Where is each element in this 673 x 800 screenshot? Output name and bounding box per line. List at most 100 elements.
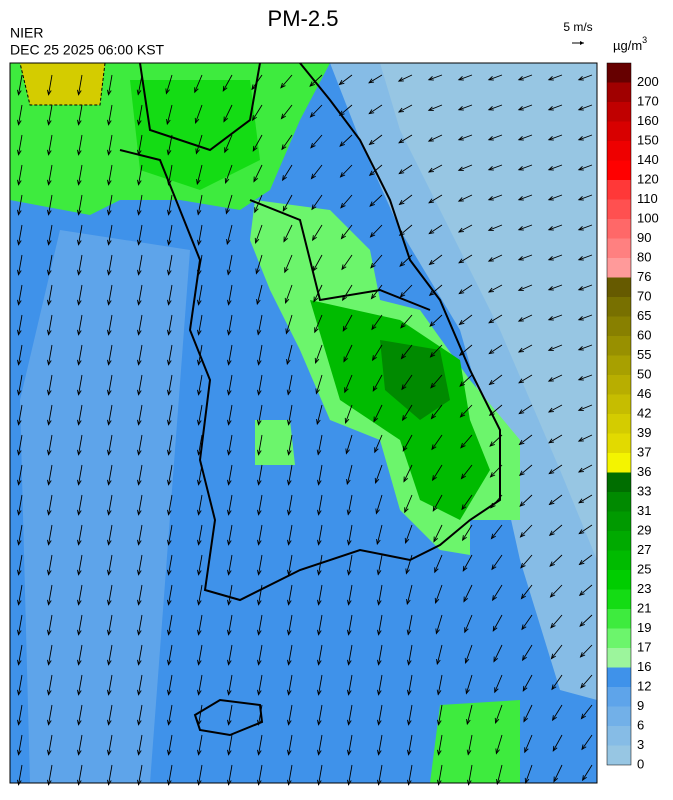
wind-arrow-shaft xyxy=(375,464,383,484)
colorbar-label: 110 xyxy=(637,191,658,206)
wind-arrow xyxy=(488,344,503,355)
wind-arrow-shaft xyxy=(488,104,503,111)
wind-arrow xyxy=(16,104,23,126)
wind-arrow xyxy=(76,194,83,216)
wind-arrow-shaft xyxy=(108,164,113,185)
wind-arrow-shaft xyxy=(18,164,23,185)
wind-arrow-shaft xyxy=(257,314,263,335)
wind-arrow-head xyxy=(371,355,377,362)
colorbar-segment xyxy=(607,531,631,551)
wind-arrow-head xyxy=(577,226,584,231)
wind-arrow xyxy=(286,674,293,696)
wind-arrow-head xyxy=(76,299,82,306)
wind-arrow-shaft xyxy=(553,764,563,782)
colorbar-segment xyxy=(607,609,631,629)
wind-arrow xyxy=(376,614,383,636)
wind-arrow-head xyxy=(286,449,292,456)
wind-arrow-shaft xyxy=(348,614,353,635)
wind-arrow-shaft xyxy=(466,704,473,725)
wind-arrow-head xyxy=(489,441,495,447)
wind-arrow-head xyxy=(256,689,262,696)
wind-arrow-shaft xyxy=(138,614,143,635)
wind-arrow xyxy=(398,224,413,237)
wind-arrow-head xyxy=(547,136,554,141)
wind-arrow-shaft xyxy=(492,614,503,632)
wind-arrow-shaft xyxy=(168,764,173,785)
wind-arrow xyxy=(166,764,173,786)
wind-arrow xyxy=(166,374,173,396)
wind-arrow-head xyxy=(428,259,435,266)
wind-arrow-shaft xyxy=(461,464,473,479)
wind-arrow-shaft xyxy=(165,74,173,94)
wind-arrow xyxy=(519,524,533,538)
wind-arrow-shaft xyxy=(368,74,383,84)
wind-arrow-shaft xyxy=(198,434,203,455)
wind-arrow-shaft xyxy=(288,734,293,755)
wind-arrow-head xyxy=(136,209,142,216)
wind-arrow-head xyxy=(166,569,172,576)
wind-arrow xyxy=(106,434,113,456)
wind-arrow-shaft xyxy=(318,704,323,725)
wind-arrow-head xyxy=(136,689,142,696)
wind-arrow-head xyxy=(522,685,528,692)
wind-arrow-shaft xyxy=(18,734,23,755)
wind-arrow-shaft xyxy=(518,224,533,231)
wind-arrow-head xyxy=(46,599,52,606)
wind-arrow-shaft xyxy=(406,584,413,605)
wind-arrow xyxy=(518,464,533,477)
wind-arrow xyxy=(256,644,263,666)
wind-arrow-head xyxy=(196,689,202,696)
wind-arrow-shaft xyxy=(254,194,263,213)
wind-arrow-head xyxy=(578,498,585,504)
wind-arrow-shaft xyxy=(429,284,443,296)
wind-arrow-shaft xyxy=(288,554,293,575)
wind-arrow-head xyxy=(487,136,494,141)
wind-arrow-shaft xyxy=(258,584,263,605)
wind-arrow-head xyxy=(402,445,408,452)
wind-arrow-shaft xyxy=(488,194,503,201)
wind-arrow xyxy=(431,434,443,451)
wind-arrow-shaft xyxy=(18,674,23,695)
wind-arrow-shaft xyxy=(168,704,173,725)
wind-arrow-head xyxy=(368,170,375,177)
wind-arrow xyxy=(222,74,233,92)
wind-arrow xyxy=(344,374,353,394)
wind-arrow-shaft xyxy=(578,104,593,111)
colorbar-segment xyxy=(607,726,631,746)
wind-arrow-head xyxy=(46,179,52,186)
wind-arrow-shaft xyxy=(548,134,563,141)
wind-arrow-shaft xyxy=(339,74,353,85)
colorbar-segment xyxy=(607,589,631,609)
colorbar-segment xyxy=(607,82,631,102)
wind-arrow-head xyxy=(464,657,470,664)
wind-arrow-shaft xyxy=(108,584,113,605)
wind-arrow-head xyxy=(136,659,142,666)
wind-arrow-head xyxy=(255,268,260,275)
wind-arrow-shaft xyxy=(407,614,413,635)
wind-arrow-head xyxy=(368,109,375,115)
wind-arrow-shaft xyxy=(48,434,53,455)
colorbar-segment xyxy=(607,433,631,453)
wind-arrow-head xyxy=(376,689,382,696)
wind-arrow xyxy=(106,644,113,666)
wind-arrow-head xyxy=(46,449,52,456)
wind-arrow xyxy=(340,194,353,209)
wind-arrow-head xyxy=(398,199,405,206)
wind-arrow-head xyxy=(286,509,292,516)
wind-arrow-shaft xyxy=(228,524,233,545)
wind-arrow-head xyxy=(577,406,584,411)
wind-arrow-shaft xyxy=(224,134,233,153)
wind-arrow-head xyxy=(256,359,262,366)
wind-arrow-shaft xyxy=(488,254,503,262)
wind-arrow-shaft xyxy=(408,704,413,725)
wind-arrow xyxy=(309,74,323,87)
wind-arrow-shaft xyxy=(348,584,353,605)
wind-arrow-head xyxy=(166,359,172,366)
wind-arrow-shaft xyxy=(548,74,563,81)
wind-arrow-head xyxy=(256,569,262,576)
wind-arrow xyxy=(166,644,173,666)
wind-arrow-head xyxy=(106,359,112,366)
wind-arrow xyxy=(577,104,593,111)
wind-arrow xyxy=(196,404,203,426)
wind-arrow xyxy=(577,404,593,411)
